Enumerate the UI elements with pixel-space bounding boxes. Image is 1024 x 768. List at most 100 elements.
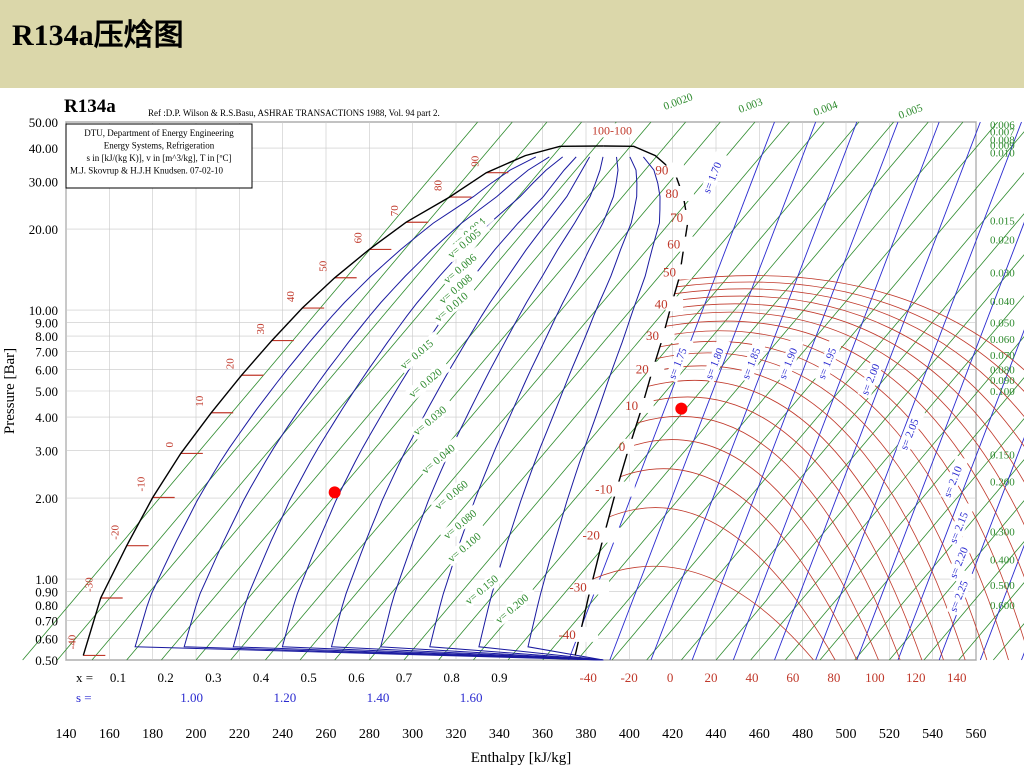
y-tick-label: 20.00 <box>29 222 58 237</box>
isotherm-line <box>678 275 1024 371</box>
x-tick-label: 420 <box>662 727 683 742</box>
x-tick-label: 520 <box>879 727 900 742</box>
volume-label-right: 0.008 <box>990 135 1015 147</box>
entropy-label-bg <box>775 337 804 383</box>
y-tick-label: 0.60 <box>35 632 58 647</box>
property-curves <box>22 121 1024 661</box>
volume-label-top: 0.0020 <box>662 91 695 113</box>
y-tick-label: 2.00 <box>35 491 58 506</box>
isochore-line <box>334 121 790 661</box>
y-tick-label: 30.00 <box>29 175 58 190</box>
vapor-temp-label-bg <box>646 361 665 377</box>
sat-temp-label: -20 <box>110 525 122 540</box>
entropy-label-bg <box>939 455 969 502</box>
isochore-line <box>993 623 1024 661</box>
sat-temp-label: 10 <box>194 395 206 407</box>
isotherm-line <box>629 439 879 661</box>
sat-temp-label: 90 <box>469 155 481 167</box>
state-point <box>328 486 341 499</box>
vapor-temp-label: 0 <box>619 439 626 454</box>
superheat-temp-label: 80 <box>827 670 840 685</box>
isentrope-line <box>938 437 1024 661</box>
vapor-temp-label: 20 <box>636 362 649 377</box>
x-tick-label: 180 <box>142 727 163 742</box>
x-tick-label: 460 <box>749 727 770 742</box>
isentrope-line <box>815 121 1022 661</box>
y-tick-label: 8.00 <box>35 329 58 344</box>
volume-label-right: 0.060 <box>990 334 1015 346</box>
volume-label-top: 0.005 <box>897 102 925 122</box>
vapor-temp-label: 70 <box>670 210 683 225</box>
y-tick-label: 9.00 <box>35 315 58 330</box>
isochore-line <box>923 541 1024 661</box>
x-tick-label: 140 <box>56 727 77 742</box>
info-box-line: s in [kJ/(kg K)], v in [m^3/kg], T in [º… <box>87 153 232 163</box>
isochore-line <box>438 121 894 661</box>
vapor-temp-label-bg <box>673 264 692 280</box>
sat-temp-label: 70 <box>389 205 401 217</box>
superheat-temp-label: -40 <box>579 670 596 685</box>
isotherm-line <box>642 396 923 661</box>
isotherm-line <box>670 303 1024 483</box>
entropy-tick-label: 1.20 <box>273 690 296 705</box>
axes: 50.00 40.00 30.00 20.00 10.009.008.007.00 6.0… <box>2 96 987 766</box>
isotherm-line <box>676 281 1024 393</box>
quality-tick-label: 0.5 <box>301 670 317 685</box>
x-tick-label: 500 <box>836 727 857 742</box>
entropy-label-bg <box>701 337 731 383</box>
isentrope-line <box>691 121 899 661</box>
vapor-temp-label: 60 <box>667 237 680 252</box>
isotherm-line <box>662 330 1024 642</box>
sat-temp-label: 60 <box>352 232 364 244</box>
y-tick-label: 7.00 <box>35 345 58 360</box>
isotherm-line <box>636 415 901 661</box>
sat-temp-label: -40 <box>66 634 78 649</box>
y-tick-label: 3.00 <box>35 444 58 459</box>
vapor-temp-label-bg <box>573 626 599 642</box>
isochore-line <box>369 121 825 661</box>
isotherm-line <box>674 288 1024 418</box>
x-tick-label: 340 <box>489 727 510 742</box>
x-tick-label: 200 <box>186 727 207 742</box>
volume-label-right: 0.007 <box>990 127 1015 139</box>
y-tick-label: 5.00 <box>35 384 58 399</box>
isochore-line <box>473 121 929 661</box>
vapor-temp-label-bg <box>597 527 623 543</box>
critical-point-label: 100-100 <box>592 123 632 137</box>
entropy-row-label: s = <box>76 690 92 705</box>
isotherm-line <box>620 468 858 661</box>
entropy-label-bg <box>699 151 729 197</box>
vapor-temp-label-bg <box>610 481 635 497</box>
isochore-line <box>577 131 1024 661</box>
info-box <box>65 123 253 189</box>
x-tick-label: 160 <box>99 727 120 742</box>
sat-temp-label: -10 <box>136 476 148 491</box>
vapor-temp-label-bg <box>657 328 675 344</box>
volume-label-bg <box>443 220 491 263</box>
x-tick-label: 300 <box>402 727 423 742</box>
entropy-label-bg <box>896 407 926 454</box>
isentrope-line <box>979 544 1024 661</box>
entropy-label-bg <box>945 569 975 616</box>
isotherm-line <box>665 320 1024 578</box>
volume-label-right: 0.030 <box>990 267 1015 279</box>
quality-tick-label: 0.3 <box>205 670 221 685</box>
volume-label-right: 0.020 <box>990 234 1015 246</box>
info-box-line: M.J. Skovrup & H.J.H Knudsen. 07-02-10 <box>70 166 224 176</box>
vapor-temp-label: -10 <box>595 482 612 497</box>
vapor-temp-label: -30 <box>569 580 586 595</box>
vapor-temp-label-bg <box>681 209 699 225</box>
sat-temp-label: 20 <box>225 358 237 370</box>
critical-point-label-bg <box>588 123 636 138</box>
isochore-line <box>57 121 513 661</box>
isochore-line <box>819 418 1024 661</box>
y-tick-label: 4.00 <box>35 410 58 425</box>
isochore-line <box>750 336 1024 661</box>
isentrope-line <box>609 121 817 661</box>
x-tick-label: 240 <box>272 727 293 742</box>
vapor-temp-label-bg <box>665 296 684 312</box>
y-tick-label: 0.90 <box>35 584 58 599</box>
x-tick-label: 220 <box>229 727 250 742</box>
isochore-line <box>22 121 478 661</box>
isotherm-line <box>647 379 944 661</box>
